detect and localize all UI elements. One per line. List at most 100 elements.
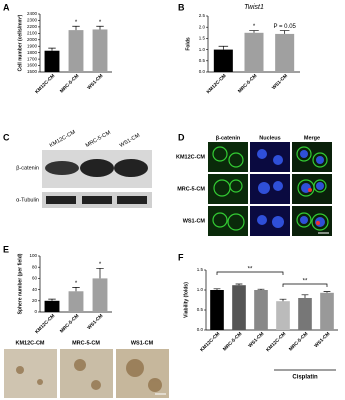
bar <box>232 285 246 330</box>
y-tick-label: 60 <box>32 276 38 281</box>
chart-title: Twist1 <box>244 4 264 11</box>
micrograph <box>250 206 290 236</box>
bar <box>298 298 312 330</box>
micrograph <box>250 142 290 172</box>
bar <box>275 33 295 72</box>
error-bar <box>48 298 56 301</box>
bracket <box>216 271 284 275</box>
error-bar <box>96 267 104 279</box>
blot-lane-label: WS1-CM <box>119 132 142 149</box>
bar <box>276 301 290 330</box>
panel-letter: B <box>178 2 185 12</box>
y-tick-label: 2.5 <box>199 13 206 18</box>
significance-label: * <box>99 262 102 268</box>
bar <box>68 30 84 72</box>
blot-row-label: α-Tubulin <box>16 197 39 203</box>
micrograph <box>250 174 290 204</box>
y-tick-label: 1.0 <box>197 287 204 292</box>
bar <box>44 300 60 312</box>
error-bar <box>96 25 104 30</box>
y-tick-label: 1800 <box>27 50 38 55</box>
micrograph <box>60 349 113 398</box>
micrograph <box>116 349 169 398</box>
y-tick-label: 2000 <box>27 37 38 42</box>
y-tick-label: 0.0 <box>197 327 204 332</box>
y-tick-label: 2400 <box>27 11 38 16</box>
row-label: KM12C-CM <box>176 154 205 160</box>
x-tick-label: KM12C-CM <box>265 331 287 353</box>
panel-letter: E <box>3 244 9 254</box>
bar <box>213 49 233 72</box>
error-bar <box>279 30 290 34</box>
micrograph <box>292 142 332 172</box>
x-tick-label: WS1-CM <box>86 73 104 91</box>
bar <box>320 292 334 330</box>
error-bar <box>249 30 259 33</box>
row-label: MRC-5-CM <box>177 186 205 192</box>
y-tick-label: 1500 <box>27 69 38 74</box>
column-header: Merge <box>304 135 320 141</box>
bar <box>44 50 60 72</box>
x-tick-label: MRC-5-CM <box>59 313 80 334</box>
significance-label: P = 0.05 <box>273 24 296 30</box>
y-tick-label: 1.5 <box>199 36 206 41</box>
x-tick-label: WS1-CM <box>247 331 265 349</box>
y-tick-label: 100 <box>29 253 37 258</box>
y-tick-label: 0 <box>34 309 37 314</box>
significance-label: ** <box>248 267 253 273</box>
micrograph <box>208 142 248 172</box>
y-tick-label: 40 <box>32 287 38 292</box>
sphere-images <box>4 349 169 398</box>
blot-lane-label: KM12C-CM <box>49 129 77 149</box>
y-tick-label: 1.0 <box>199 47 206 52</box>
y-tick-label: 1700 <box>27 56 38 61</box>
blot-band <box>82 196 112 204</box>
x-tick-label: KM12C-CM <box>205 73 227 95</box>
error-bar <box>235 283 243 286</box>
significance-label: * <box>253 24 256 30</box>
column-header: Nucleus <box>259 135 280 141</box>
x-tick-label: KM12C-CM <box>34 313 56 335</box>
blot-row-label: β-catenin <box>16 165 39 171</box>
y-tick-label: 2100 <box>27 31 38 36</box>
x-tick-label: MRC-5-CM <box>288 331 309 352</box>
y-axis-label: Cell number (cells/mm²) <box>17 14 23 71</box>
panel-letter: C <box>3 132 10 142</box>
x-tick-label: WS1-CM <box>313 331 331 349</box>
image-label: WS1-CM <box>131 340 154 346</box>
x-tick-label: MRC-5-CM <box>222 331 243 352</box>
blot-band <box>80 159 114 177</box>
error-bar <box>323 291 331 293</box>
significance-label: * <box>75 20 78 26</box>
y-tick-label: 0.5 <box>197 307 204 312</box>
column-header: β-catenin <box>216 135 241 141</box>
significance-label: * <box>75 281 78 287</box>
row-label: WS1-CM <box>183 218 206 224</box>
panel-letter: A <box>3 2 10 12</box>
error-bar <box>279 298 287 302</box>
x-tick-label: KM12C-CM <box>34 73 56 95</box>
y-tick-label: 1900 <box>27 43 38 48</box>
bar <box>254 290 268 330</box>
error-bar <box>257 288 265 290</box>
image-label: KM12C-CM <box>15 340 44 346</box>
y-axis-label: Sphere number (per field) <box>17 253 23 314</box>
bar <box>92 278 108 312</box>
error-bar <box>218 45 229 50</box>
y-tick-label: 2.0 <box>199 24 206 29</box>
error-bar <box>213 288 221 290</box>
error-bar <box>72 287 80 292</box>
x-tick-label: MRC-5-CM <box>237 73 258 94</box>
x-tick-label: KM12C-CM <box>199 331 221 353</box>
error-bar <box>48 47 56 51</box>
error-bar <box>301 294 309 298</box>
panel-letter: D <box>178 132 185 142</box>
panel-letter: F <box>178 252 184 262</box>
image-label: MRC-5-CM <box>72 340 100 346</box>
y-tick-label: 20 <box>32 298 38 303</box>
micrograph-grid <box>208 142 332 236</box>
blot-band <box>114 159 148 177</box>
y-tick-label: 1600 <box>27 63 38 68</box>
y-tick-label: 0.5 <box>199 58 206 63</box>
